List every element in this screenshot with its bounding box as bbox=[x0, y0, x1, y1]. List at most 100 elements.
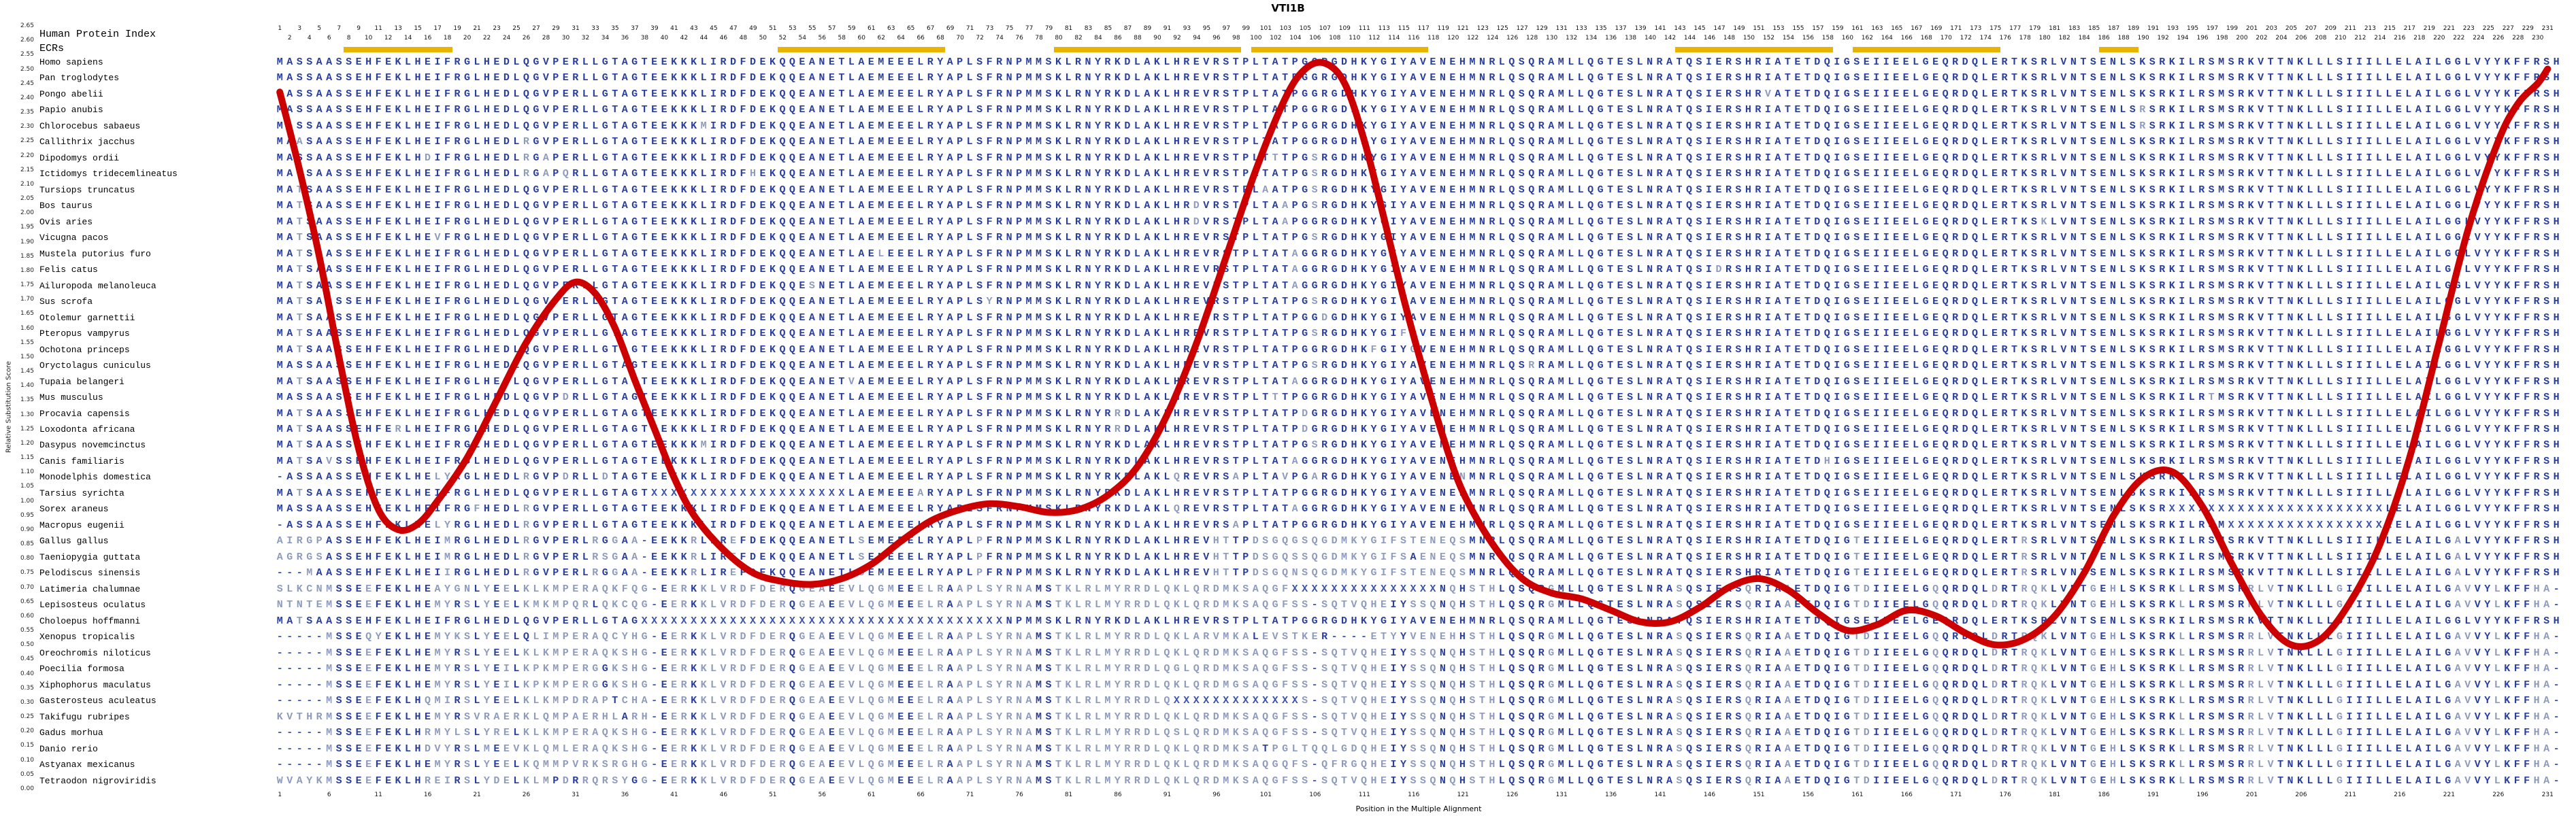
residue: R bbox=[1755, 279, 1762, 292]
residue: R bbox=[1321, 136, 1328, 148]
residue: L bbox=[1568, 88, 1574, 100]
residue: L bbox=[513, 279, 520, 292]
residue: A bbox=[286, 136, 293, 148]
residue: I bbox=[2366, 232, 2373, 244]
residue: D bbox=[1814, 216, 1821, 228]
residue: H bbox=[414, 311, 421, 324]
residue: A bbox=[946, 72, 953, 84]
residue: S bbox=[1223, 184, 1229, 196]
residue: S bbox=[306, 375, 313, 388]
residue: E bbox=[1617, 104, 1623, 116]
residue: L bbox=[2326, 184, 2333, 196]
residue: T bbox=[1607, 311, 1614, 324]
residue: P bbox=[1016, 136, 1023, 148]
position-number: 170 bbox=[1940, 35, 1952, 41]
residue: H bbox=[1351, 343, 1357, 356]
residue: V bbox=[542, 136, 549, 148]
residue: R bbox=[1074, 120, 1081, 132]
residue: E bbox=[907, 184, 914, 196]
residue: I bbox=[1705, 360, 1712, 372]
residue: I bbox=[1873, 56, 1880, 68]
residue: E bbox=[1863, 311, 1870, 324]
residue: T bbox=[641, 328, 648, 340]
residue: N bbox=[819, 264, 825, 276]
y-tick-label: 0.15 bbox=[20, 742, 34, 749]
residue: L bbox=[700, 168, 707, 180]
residue: F bbox=[740, 328, 746, 340]
residue: N bbox=[1647, 328, 1653, 340]
residue: L bbox=[582, 184, 589, 196]
residue: G bbox=[2445, 136, 2451, 148]
residue: Q bbox=[1686, 343, 1693, 356]
residue: T bbox=[1232, 328, 1239, 340]
residue: S bbox=[2543, 200, 2550, 212]
residue: H bbox=[1459, 360, 1466, 372]
residue: M bbox=[878, 152, 885, 164]
residue: P bbox=[552, 120, 559, 132]
y-tick-label: 2.65 bbox=[20, 22, 34, 29]
residue: I bbox=[2346, 328, 2353, 340]
residue: D bbox=[749, 184, 756, 196]
residue: K bbox=[671, 168, 678, 180]
residue: E bbox=[1794, 184, 1801, 196]
residue: E bbox=[759, 136, 766, 148]
residue: L bbox=[2326, 279, 2333, 292]
residue: T bbox=[1272, 152, 1278, 164]
residue: L bbox=[1134, 200, 1140, 212]
residue: K bbox=[2297, 279, 2304, 292]
residue: S bbox=[2030, 152, 2037, 164]
residue: E bbox=[2395, 120, 2402, 132]
residue: P bbox=[1016, 232, 1023, 244]
residue: K bbox=[2247, 248, 2254, 260]
residue: G bbox=[1380, 152, 1387, 164]
residue: E bbox=[2100, 56, 2107, 68]
residue: H bbox=[1459, 296, 1466, 308]
residue: S bbox=[2149, 72, 2156, 84]
residue: A bbox=[316, 72, 323, 84]
y-tick-label: 1.05 bbox=[20, 483, 34, 490]
residue: L bbox=[2307, 104, 2313, 116]
residue: E bbox=[651, 152, 658, 164]
residue: E bbox=[1430, 343, 1436, 356]
residue: L bbox=[700, 152, 707, 164]
y-tick-label: 0.00 bbox=[20, 785, 34, 792]
residue: E bbox=[2395, 168, 2402, 180]
residue: K bbox=[2504, 328, 2511, 340]
residue: Y bbox=[1094, 216, 1101, 228]
residue: T bbox=[1232, 216, 1239, 228]
residue: N bbox=[1006, 168, 1012, 180]
residue: T bbox=[612, 168, 618, 180]
residue: F bbox=[740, 72, 746, 84]
residue: H bbox=[365, 343, 372, 356]
residue: Q bbox=[1972, 56, 1979, 68]
residue: R bbox=[2159, 311, 2166, 324]
species-label: Mustela putorius furo bbox=[39, 248, 151, 259]
residue: S bbox=[2208, 264, 2215, 276]
residue: L bbox=[1134, 168, 1140, 180]
residue: R bbox=[1183, 311, 1190, 324]
residue: Y bbox=[2494, 168, 2500, 180]
residue: L bbox=[1981, 328, 1988, 340]
residue: K bbox=[2504, 264, 2511, 276]
position-number: 53 bbox=[789, 25, 797, 32]
residue: A bbox=[621, 248, 628, 260]
position-number: 58 bbox=[838, 35, 846, 41]
residue: G bbox=[2445, 120, 2451, 132]
residue: S bbox=[976, 296, 983, 308]
residue: S bbox=[1223, 343, 1229, 356]
residue: L bbox=[405, 168, 412, 180]
residue: L bbox=[2307, 152, 2313, 164]
residue: E bbox=[1863, 328, 1870, 340]
residue: L bbox=[700, 328, 707, 340]
residue: E bbox=[493, 328, 500, 340]
residue: S bbox=[2090, 56, 2096, 68]
residue: E bbox=[425, 328, 431, 340]
residue: L bbox=[1568, 279, 1574, 292]
residue: K bbox=[2247, 168, 2254, 180]
residue: R bbox=[1074, 184, 1081, 196]
residue: K bbox=[2297, 200, 2304, 212]
residue: F bbox=[2513, 360, 2520, 372]
residue: S bbox=[1045, 56, 1052, 68]
residue: Y bbox=[2494, 72, 2500, 84]
residue: Q bbox=[789, 264, 795, 276]
